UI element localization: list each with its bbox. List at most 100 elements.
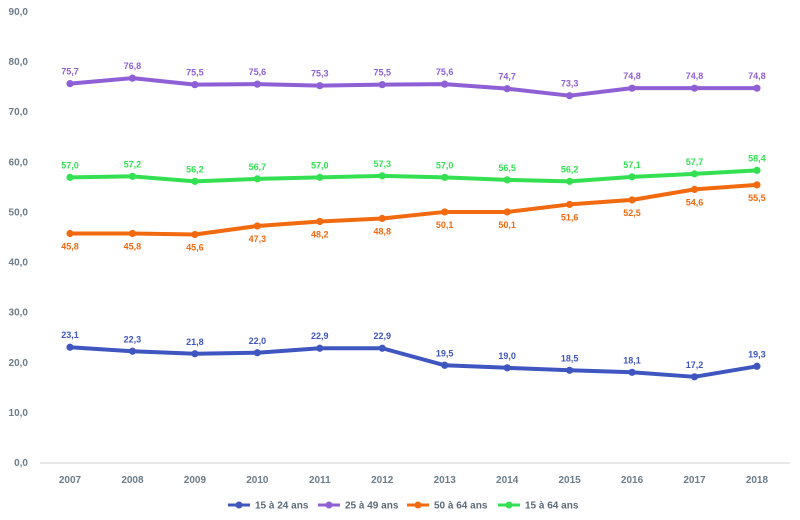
legend-label: 50 à 64 ans: [434, 501, 488, 512]
data-label: 48,8: [373, 226, 391, 236]
data-label: 52,5: [623, 208, 641, 218]
data-label: 57,0: [436, 160, 454, 170]
data-point: [753, 166, 761, 174]
x-tick-label: 2018: [746, 475, 769, 486]
y-tick-label: 50,0: [9, 207, 29, 218]
data-label: 22,9: [373, 331, 391, 341]
x-tick-label: 2008: [121, 475, 144, 486]
data-label: 75,5: [373, 68, 391, 78]
data-label: 17,2: [686, 360, 704, 370]
data-point: [566, 177, 574, 185]
legend-swatch-marker: [235, 501, 243, 509]
y-tick-label: 80,0: [9, 57, 29, 68]
data-point: [690, 170, 699, 178]
data-point: [503, 364, 511, 372]
x-tick-label: 2007: [59, 475, 82, 486]
data-label: 75,6: [436, 67, 454, 77]
data-point: [753, 84, 761, 92]
data-point: [316, 173, 324, 181]
data-label: 75,6: [249, 67, 267, 77]
data-label: 74,8: [686, 71, 704, 81]
y-tick-label: 70,0: [9, 107, 29, 118]
data-point: [191, 230, 199, 239]
x-tick-label: 2014: [496, 475, 519, 486]
data-label: 22,0: [249, 336, 267, 346]
data-label: 75,7: [61, 67, 79, 77]
data-point: [66, 173, 74, 181]
series-line: [68, 345, 759, 379]
data-label: 57,1: [623, 160, 641, 170]
data-point: [566, 366, 574, 374]
data-point: [191, 177, 199, 185]
series-15-a-64-ans: 57,0 57,2 56,2 56,7 57,0 57,3 57,0 56,5 56,2 57,1…: [61, 153, 766, 185]
data-point: [128, 74, 137, 82]
data-label: 50,1: [436, 220, 454, 230]
data-label: 56,2: [186, 164, 204, 174]
legend-item: 15 à 24 ans: [228, 501, 309, 512]
legend-item: 15 à 64 ans: [498, 501, 579, 512]
x-tick-label: 2009: [184, 475, 207, 486]
x-tick-label: 2011: [309, 475, 331, 486]
data-label: 45,8: [124, 241, 142, 251]
data-point: [378, 172, 386, 180]
data-point: [503, 85, 511, 93]
data-point: [316, 344, 324, 352]
data-point: [66, 343, 74, 351]
series-25-a-49-ans: 75,7 76,8 75,5 75,6 75,3 75,5 75,6 74,7 73,3 74,8…: [61, 61, 766, 100]
y-tick-label: 40,0: [9, 258, 29, 269]
data-point: [753, 362, 761, 370]
data-label: 48,2: [311, 229, 329, 239]
data-label: 19,5: [436, 348, 454, 358]
data-label: 56,5: [498, 163, 516, 173]
legend-label: 15 à 24 ans: [255, 501, 309, 512]
data-label: 23,1: [61, 330, 79, 340]
x-tick-label: 2015: [558, 475, 581, 486]
data-point: [566, 92, 574, 100]
data-point: [690, 373, 699, 381]
data-point: [503, 208, 511, 216]
data-label: 76,8: [124, 61, 142, 71]
data-label: 45,8: [61, 241, 79, 251]
x-tick-label: 2017: [683, 475, 706, 486]
x-tick-label: 2012: [371, 475, 394, 486]
data-label: 18,5: [561, 353, 579, 363]
data-point: [253, 349, 261, 357]
data-point: [690, 84, 699, 92]
data-label: 57,2: [124, 159, 142, 169]
y-tick-label: 30,0: [9, 308, 29, 319]
x-tick-label: 2013: [434, 475, 457, 486]
data-point: [128, 347, 137, 355]
data-point: [441, 361, 449, 369]
x-tick-label: 2016: [621, 475, 644, 486]
data-label: 57,7: [686, 157, 704, 167]
data-label: 51,6: [561, 212, 579, 222]
data-label: 21,8: [186, 337, 204, 347]
data-label: 54,6: [686, 197, 704, 207]
data-label: 73,3: [561, 79, 579, 89]
data-point: [628, 368, 636, 376]
series-line: [68, 168, 759, 184]
data-label: 45,6: [186, 242, 204, 252]
y-tick-label: 10,0: [9, 408, 29, 419]
data-point: [128, 229, 137, 238]
data-label: 57,0: [311, 160, 329, 170]
series-50-a-64-ans: 45,8 45,8 45,6 47,3 48,2 48,8 50,1 50,1 51,6 52,5…: [61, 181, 766, 252]
legend-label: 25 à 49 ans: [345, 501, 399, 512]
legend-item: 25 à 49 ans: [318, 501, 399, 512]
legend-swatch-marker: [414, 501, 422, 509]
data-point: [378, 344, 386, 352]
data-label: 75,3: [311, 69, 329, 79]
y-tick-label: 60,0: [9, 157, 29, 168]
data-label: 74,8: [748, 71, 766, 81]
y-tick-label: 20,0: [9, 358, 29, 369]
data-point: [503, 176, 511, 184]
data-label: 75,5: [186, 68, 204, 78]
data-point: [66, 229, 74, 238]
data-point: [441, 80, 449, 88]
legend-item: 50 à 64 ans: [407, 501, 488, 512]
data-label: 58,4: [748, 153, 766, 163]
legend-swatch-marker: [505, 501, 513, 509]
data-point: [378, 81, 386, 89]
data-point: [628, 173, 636, 181]
